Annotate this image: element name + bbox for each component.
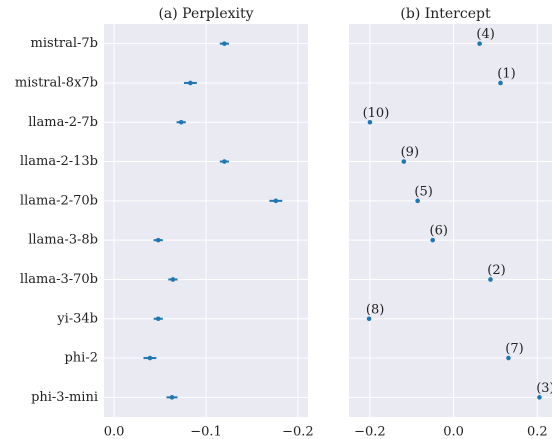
dot [222, 159, 227, 164]
plot-area [349, 24, 552, 417]
x-tick-label: −0.1 [190, 425, 222, 439]
dot [188, 80, 193, 86]
dot [169, 395, 175, 400]
y-tick-label: llama-3-70b [20, 272, 98, 287]
x-tick-label: 0.0 [443, 425, 464, 439]
dot [477, 41, 482, 46]
x-tick-label: −0.2 [354, 425, 386, 439]
dot [222, 41, 227, 46]
rank-label: (4) [476, 27, 494, 42]
y-tick-label: llama-2-13b [20, 154, 98, 169]
x-tick-label: 0.2 [527, 425, 548, 439]
panel-title: (a) Perplexity [158, 6, 253, 22]
y-tick-label: yi-34b [56, 311, 98, 326]
y-tick-label: mistral-7b [31, 36, 99, 51]
dot [155, 237, 161, 243]
dot [273, 198, 279, 204]
dot [170, 277, 176, 282]
rank-label: (2) [487, 263, 505, 278]
dot [537, 395, 542, 400]
rank-label: (9) [401, 145, 419, 160]
y-tick-label: llama-2-70b [20, 193, 98, 208]
y-tick-label: llama-3-8b [28, 233, 98, 248]
x-tick-label: 0.0 [104, 425, 125, 439]
rank-label: (5) [414, 184, 432, 199]
rank-label: (10) [363, 106, 390, 121]
y-tick-label: phi-3-mini [31, 390, 98, 405]
rank-label: (3) [536, 381, 552, 396]
rank-label: (1) [497, 66, 515, 81]
dot [415, 198, 420, 204]
dot [498, 80, 503, 86]
y-tick-label: phi-2 [64, 351, 98, 366]
dot [488, 277, 493, 282]
rank-label: (7) [505, 342, 523, 357]
dot [367, 119, 373, 125]
y-tick-label: llama-2-7b [28, 115, 98, 130]
rank-label: (6) [430, 224, 448, 239]
dot [155, 316, 161, 322]
dot [401, 159, 407, 164]
dot [147, 355, 153, 361]
dot [430, 237, 436, 243]
dot [506, 355, 511, 361]
dot [178, 119, 184, 125]
dot [366, 316, 372, 322]
rank-label: (8) [366, 302, 384, 317]
panel-title: (b) Intercept [400, 6, 491, 22]
x-tick-label: −0.2 [282, 425, 314, 439]
y-tick-label: mistral-8x7b [15, 75, 98, 90]
